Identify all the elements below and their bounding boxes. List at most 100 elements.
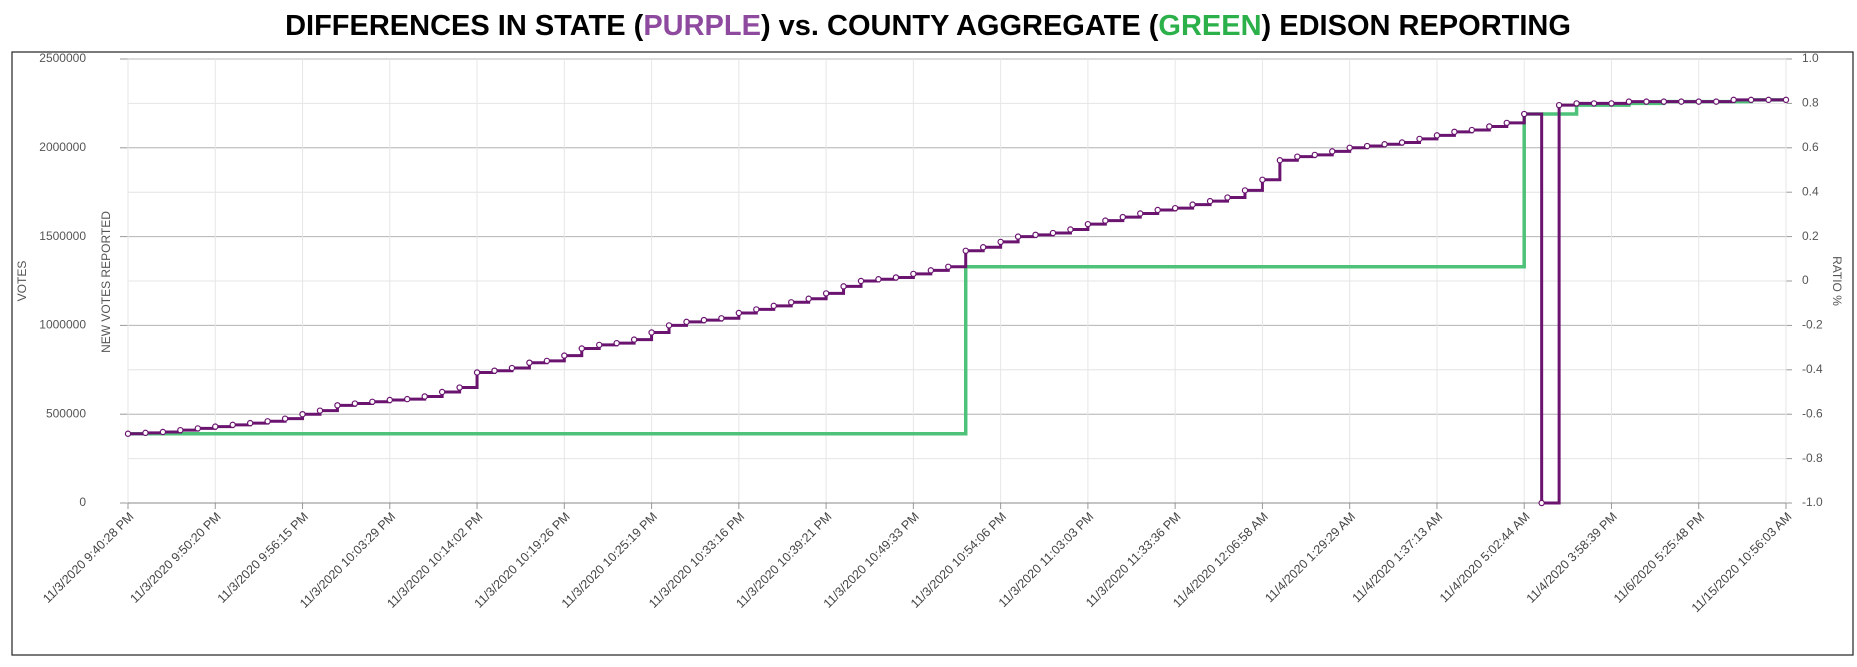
y2-tick-label: 1.0 (1802, 51, 1819, 65)
point-marker (1573, 100, 1580, 107)
x-tick-label: 11/3/2020 10:03:29 PM (297, 510, 398, 611)
point-marker (1241, 187, 1249, 194)
point-marker (1486, 123, 1493, 130)
x-tick-label: 11/3/2020 9:40:28 PM (40, 510, 136, 606)
point-marker (1084, 220, 1092, 228)
y2-tick-label: -0.6 (1802, 406, 1823, 420)
point-marker (421, 393, 428, 400)
point-marker (1311, 151, 1318, 159)
point-marker (1259, 176, 1266, 183)
point-marker (473, 369, 481, 376)
point-marker (1521, 110, 1528, 118)
y-tick-label: 2000000 (39, 140, 86, 154)
point-marker (246, 419, 254, 427)
y-tick-label: 500000 (46, 406, 86, 420)
x-tick-label: 11/3/2020 11:33:36 PM (1083, 510, 1183, 610)
y2-tick-label: 0.6 (1802, 140, 1819, 154)
point-marker (1329, 148, 1336, 155)
point-marker (1189, 201, 1196, 208)
point-marker (1119, 213, 1127, 221)
point-marker (264, 418, 271, 425)
title-part: DIFFERENCES IN STATE ( (285, 10, 644, 42)
point-marker (1468, 126, 1476, 134)
point-marker (945, 263, 952, 270)
point-marker (1049, 229, 1057, 237)
y2-tick-label: -1.0 (1802, 495, 1823, 509)
point-marker (1765, 96, 1772, 104)
y-axis-label: VOTES (15, 261, 29, 302)
x-tick-label: 11/4/2020 1:29:29 AM (1262, 510, 1358, 606)
point-marker (735, 309, 743, 317)
point-marker (142, 429, 149, 437)
point-marker (299, 411, 306, 418)
point-marker (1433, 132, 1441, 139)
chart-title: DIFFERENCES IN STATE (PURPLE) vs. COUNTY… (285, 10, 1571, 42)
point-marker (1032, 231, 1039, 239)
y2-tick-label: -0.4 (1802, 362, 1823, 376)
title-part: ) EDISON REPORTING (1262, 10, 1571, 42)
x-tick-label: 11/4/2020 5:02:44 AM (1437, 510, 1533, 606)
x-tick-label: 11/4/2020 12:06:58 AM (1170, 510, 1271, 611)
x-tick-label: 11/3/2020 10:49:33 PM (821, 510, 922, 611)
point-marker (770, 302, 777, 310)
x-tick-label: 11/3/2020 10:19:26 PM (472, 510, 573, 611)
point-marker (386, 396, 393, 404)
point-marker (404, 395, 411, 403)
point-marker (718, 315, 725, 322)
x-tick-label: 11/3/2020 9:56:15 PM (215, 510, 311, 606)
point-marker (177, 426, 184, 434)
x-tick-label: 11/4/2020 3:58:39 PM (1524, 510, 1620, 606)
y-tick-label: 0 (79, 495, 86, 509)
point-marker (596, 341, 603, 349)
point-marker (1381, 141, 1388, 148)
point-marker (788, 299, 795, 306)
point-marker (491, 367, 498, 374)
point-marker (979, 244, 987, 251)
point-marker (1398, 139, 1406, 146)
point-marker (1625, 98, 1633, 105)
point-marker (753, 306, 760, 313)
title-part: PURPLE (643, 10, 761, 42)
point-marker (1782, 96, 1790, 104)
point-marker (665, 322, 673, 329)
series-line (128, 98, 1786, 505)
point-marker (561, 352, 568, 359)
point-marker (229, 421, 236, 429)
point-marker (438, 388, 446, 396)
y-tick-label: 2500000 (39, 51, 86, 65)
point-marker (630, 336, 638, 343)
y2-tick-label: -0.8 (1802, 451, 1823, 465)
point-marker (1276, 157, 1284, 164)
point-marker (1538, 499, 1545, 507)
x-tick-label: 11/3/2020 11:03:03 PM (996, 510, 1096, 610)
point-marker (840, 283, 847, 290)
point-marker (456, 384, 463, 391)
point-marker (927, 267, 935, 274)
point-marker (700, 316, 708, 324)
point-marker (194, 425, 202, 432)
title-part: GREEN (1158, 10, 1261, 42)
y2-tick-label: 0 (1802, 273, 1809, 287)
point-marker (351, 400, 359, 407)
point-marker (1014, 233, 1022, 240)
point-marker (1137, 210, 1144, 217)
point-marker (857, 277, 865, 285)
point-marker (334, 402, 341, 409)
y2-axis-label: RATIO % (1830, 256, 1844, 306)
point-marker (648, 329, 655, 336)
x-tick-label: 11/3/2020 9:50:20 PM (127, 510, 223, 606)
point-marker (1678, 98, 1685, 105)
x-tick-label: 11/6/2020 5:25:48 PM (1611, 510, 1707, 606)
point-marker (1294, 153, 1301, 160)
x-tick-label: 11/3/2020 10:39:21 PM (733, 510, 834, 611)
point-marker (1171, 204, 1179, 212)
point-marker (1102, 217, 1109, 224)
x-tick-label: 11/15/2020 10:56:03 AM (1689, 510, 1795, 616)
point-marker (1590, 100, 1598, 107)
point-marker (875, 276, 882, 283)
point-marker (1643, 98, 1650, 105)
y-tick-label: 1000000 (39, 318, 86, 332)
y2-tick-label: 0.2 (1802, 229, 1819, 243)
point-marker (1712, 98, 1720, 105)
point-marker (892, 274, 900, 281)
